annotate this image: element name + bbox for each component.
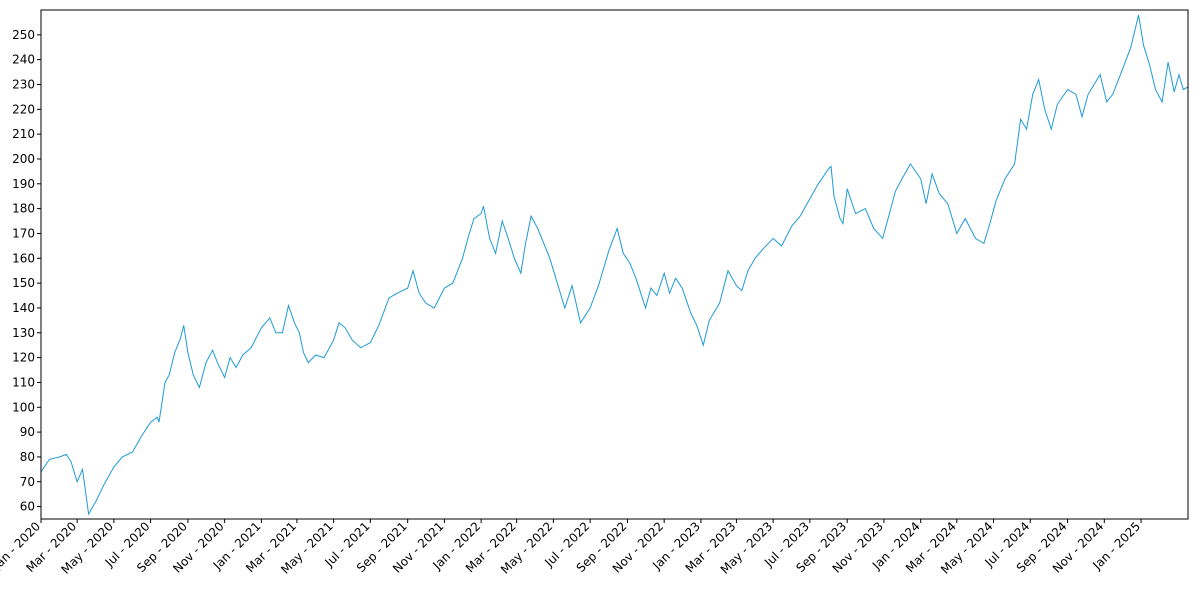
y-tick-label: 250 bbox=[12, 28, 35, 42]
y-tick-label: 220 bbox=[12, 102, 35, 116]
y-tick-label: 160 bbox=[12, 251, 35, 265]
y-tick-label: 90 bbox=[20, 425, 35, 439]
y-tick-label: 140 bbox=[12, 301, 35, 315]
y-tick-label: 130 bbox=[12, 326, 35, 340]
y-tick-label: 70 bbox=[20, 475, 35, 489]
y-tick-label: 230 bbox=[12, 77, 35, 91]
y-tick-label: 80 bbox=[20, 450, 35, 464]
y-tick-label: 240 bbox=[12, 53, 35, 67]
y-tick-label: 60 bbox=[20, 500, 35, 514]
y-tick-label: 200 bbox=[12, 152, 35, 166]
y-tick-label: 170 bbox=[12, 226, 35, 240]
y-tick-label: 120 bbox=[12, 351, 35, 365]
y-tick-label: 100 bbox=[12, 400, 35, 414]
plot-area-frame bbox=[40, 9, 1189, 520]
y-axis: 60 70 80 90 100 110 120 130 140 150 160 170 180 190 20… bbox=[12, 28, 41, 514]
y-tick-label: 150 bbox=[12, 276, 35, 290]
price-series-line bbox=[40, 14, 1189, 516]
y-tick-label: 210 bbox=[12, 127, 35, 141]
y-tick-label: 180 bbox=[12, 202, 35, 216]
y-tick-label: 190 bbox=[12, 177, 35, 191]
y-tick-label: 110 bbox=[12, 375, 35, 389]
